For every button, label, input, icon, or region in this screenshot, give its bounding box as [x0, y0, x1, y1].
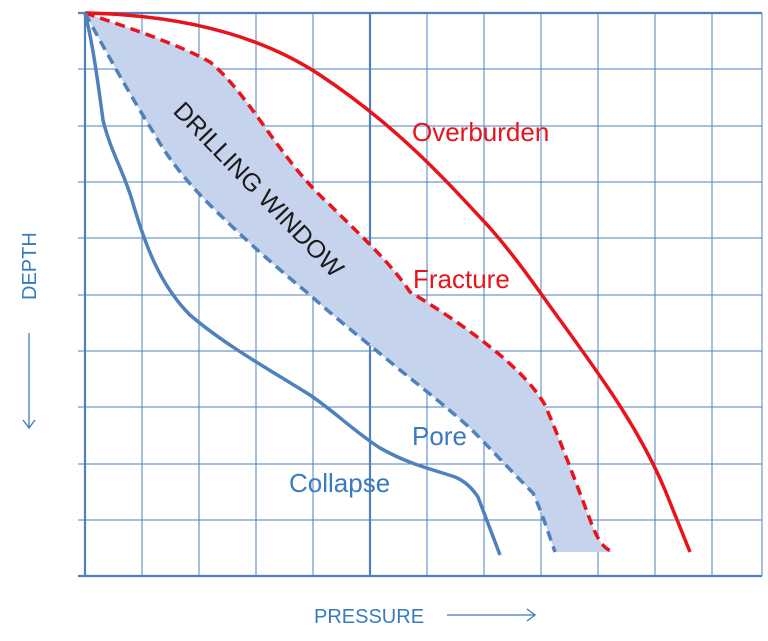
pore-curve — [83, 12, 557, 553]
overburden-curve — [84, 11, 692, 553]
fracture-label: Fracture — [413, 264, 510, 294]
collapse-curve — [83, 12, 502, 556]
y-axis-label: DEPTH — [19, 232, 41, 300]
arrow-right-icon — [447, 608, 537, 622]
pore-label: Pore — [412, 421, 467, 451]
x-axis-label: PRESSURE — [314, 606, 424, 628]
drilling-window-area — [85, 13, 613, 552]
arrow-down-icon — [22, 333, 36, 430]
fracture-curve — [84, 11, 614, 554]
overburden-label: Overburden — [412, 117, 549, 147]
collapse-label: Collapse — [289, 468, 390, 498]
